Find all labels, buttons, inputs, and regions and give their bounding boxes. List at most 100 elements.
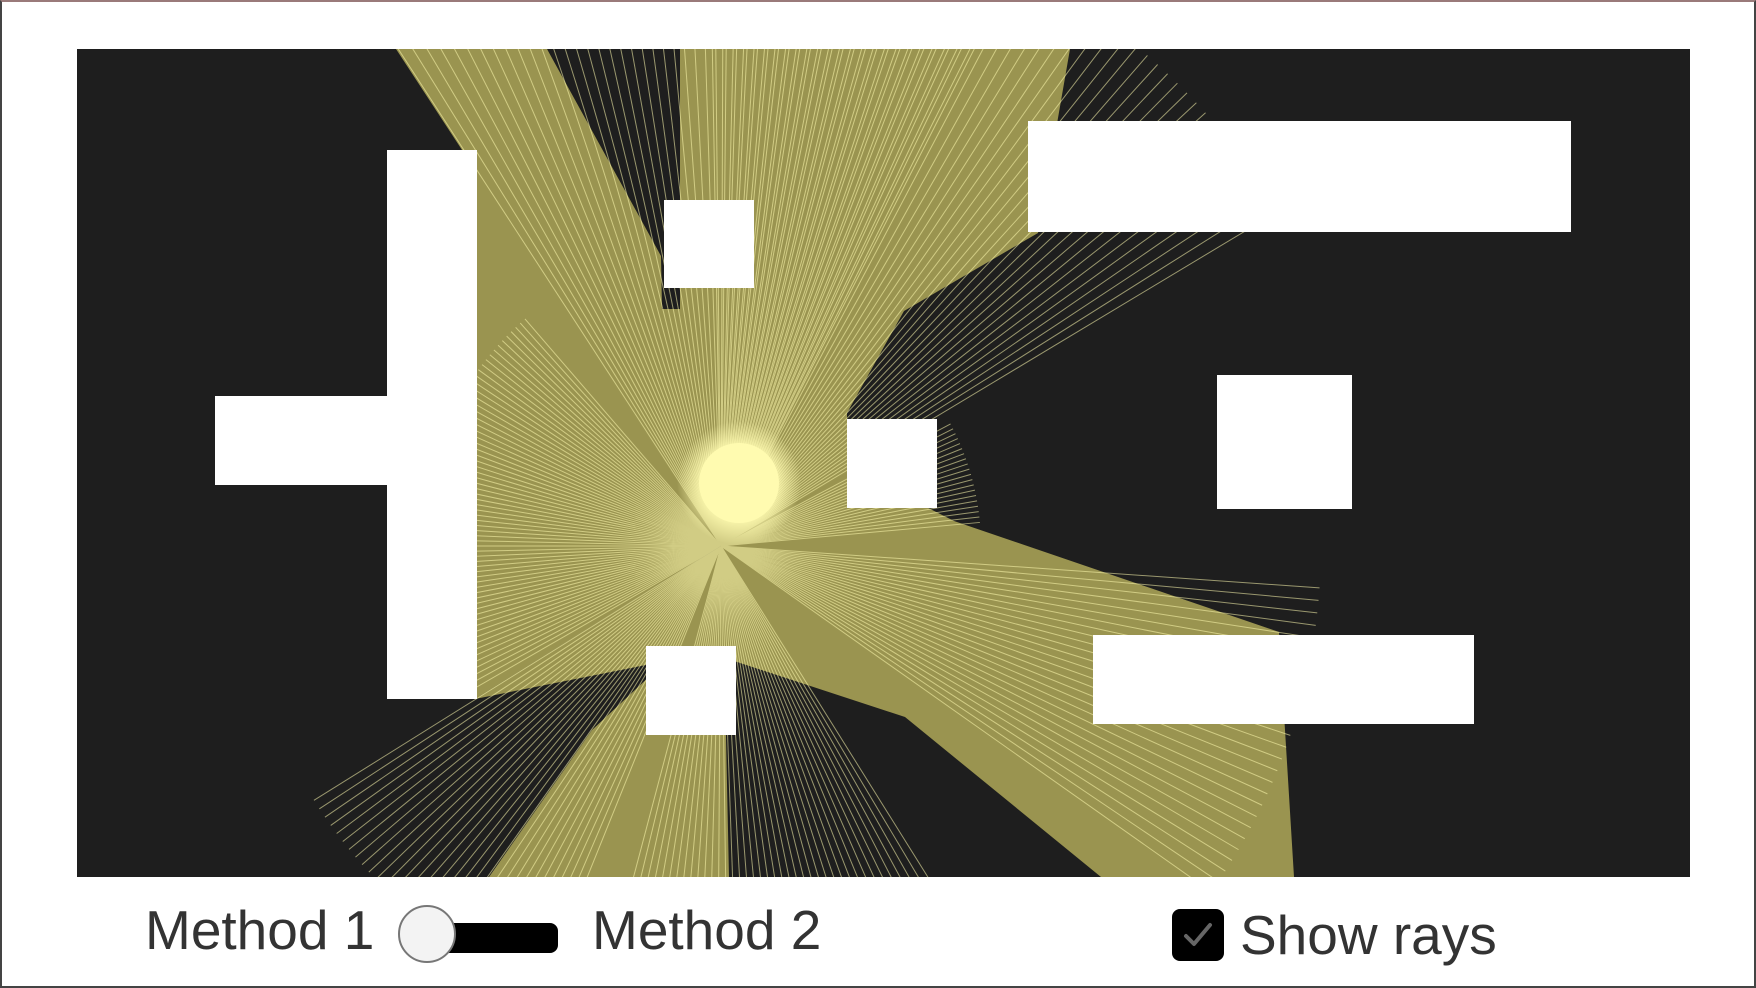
light-ray bbox=[361, 545, 722, 866]
light-ray bbox=[720, 545, 805, 877]
light-ray bbox=[720, 511, 979, 547]
light-ray bbox=[444, 429, 722, 547]
obstacle-bottom-right-wide bbox=[1093, 635, 1474, 724]
light-ray bbox=[541, 49, 722, 547]
light-ray bbox=[453, 49, 722, 547]
light-ray bbox=[330, 545, 722, 826]
light-ray bbox=[437, 446, 722, 547]
light-ray bbox=[633, 545, 722, 877]
light-ray bbox=[720, 545, 858, 877]
light-ray bbox=[507, 545, 722, 877]
show-rays-checkbox[interactable] bbox=[1172, 909, 1224, 961]
method-1-label: Method 1 bbox=[145, 899, 375, 961]
light-ray bbox=[720, 545, 1318, 614]
obstacle-tall-left bbox=[387, 150, 477, 699]
light-ray bbox=[720, 545, 1319, 601]
show-rays-label: Show rays bbox=[1240, 904, 1497, 966]
light-ray bbox=[485, 359, 722, 547]
light-ray bbox=[720, 545, 1252, 829]
light-ray bbox=[355, 545, 722, 858]
light-ray bbox=[348, 545, 722, 850]
light-ray bbox=[720, 545, 827, 877]
light-ray bbox=[486, 545, 722, 877]
light-ray bbox=[720, 545, 1257, 817]
method-toggle-switch[interactable] bbox=[398, 901, 562, 963]
light-ray bbox=[720, 545, 776, 877]
light-ray bbox=[720, 545, 790, 877]
light-ray bbox=[467, 384, 722, 547]
light-ray bbox=[457, 401, 722, 547]
light-ray bbox=[647, 545, 722, 877]
light-ray bbox=[720, 545, 1233, 861]
light-ray bbox=[313, 545, 722, 801]
light-ray bbox=[460, 395, 722, 547]
light-ray bbox=[720, 199, 1272, 547]
light-ray bbox=[478, 369, 722, 547]
light-ray bbox=[718, 545, 722, 877]
light-ray bbox=[683, 545, 722, 877]
light-ray bbox=[441, 435, 722, 547]
light-ray bbox=[454, 406, 722, 547]
light-ray bbox=[454, 545, 722, 877]
light-ray bbox=[442, 545, 722, 877]
light-ray bbox=[440, 49, 722, 547]
light-ray bbox=[430, 545, 722, 622]
light-ray bbox=[662, 545, 722, 877]
obstacle-top-small bbox=[664, 200, 754, 288]
light-ray bbox=[720, 545, 883, 877]
light-ray bbox=[704, 545, 722, 877]
light-ray bbox=[446, 423, 722, 547]
light-ray bbox=[720, 545, 812, 877]
light-ray bbox=[544, 545, 722, 877]
light-ray bbox=[720, 545, 741, 877]
light-ray bbox=[720, 545, 929, 877]
light-ray bbox=[620, 49, 722, 547]
light-core bbox=[699, 443, 779, 523]
light-ray bbox=[368, 545, 722, 873]
obstacle-center-small bbox=[847, 419, 937, 508]
light-ray bbox=[529, 49, 722, 547]
light-ray bbox=[720, 545, 1312, 651]
light-ray bbox=[342, 545, 722, 842]
light-ray bbox=[720, 545, 1245, 840]
light-ray bbox=[564, 49, 722, 547]
method-2-label: Method 2 bbox=[592, 899, 822, 961]
light-ray bbox=[430, 470, 722, 547]
light-ray bbox=[428, 477, 722, 547]
light-ray bbox=[444, 545, 722, 663]
light-ray bbox=[720, 516, 980, 547]
light-ray bbox=[489, 354, 722, 547]
toggle-knob[interactable] bbox=[398, 905, 456, 963]
light-ray bbox=[412, 49, 722, 547]
ray-casting-canvas[interactable] bbox=[77, 49, 1690, 877]
light-ray bbox=[435, 545, 722, 640]
light-ray bbox=[428, 545, 722, 615]
light-ray bbox=[452, 412, 722, 547]
light-ray bbox=[720, 545, 1263, 806]
light-ray bbox=[505, 49, 722, 547]
light-ray bbox=[431, 464, 722, 547]
light-ray bbox=[470, 379, 722, 547]
light-ray bbox=[437, 545, 722, 646]
light-ray bbox=[426, 49, 722, 547]
light-ray bbox=[720, 176, 1257, 547]
light-ray bbox=[669, 545, 722, 877]
light-ray bbox=[720, 545, 875, 877]
light-ray bbox=[652, 49, 722, 547]
light-ray bbox=[676, 545, 722, 877]
light-ray bbox=[433, 545, 722, 634]
light-ray bbox=[631, 49, 722, 547]
light-ray bbox=[474, 374, 722, 547]
light-ray bbox=[720, 545, 734, 877]
light-ray bbox=[720, 545, 1273, 783]
light-ray bbox=[449, 545, 722, 675]
light-ray bbox=[464, 390, 722, 547]
light-ray bbox=[439, 440, 722, 547]
light-ray bbox=[720, 187, 1264, 547]
light-ray bbox=[465, 545, 722, 877]
light-ray bbox=[397, 49, 722, 547]
light-ray bbox=[720, 545, 1192, 877]
light-ray bbox=[497, 545, 722, 877]
light-ray bbox=[553, 545, 722, 877]
